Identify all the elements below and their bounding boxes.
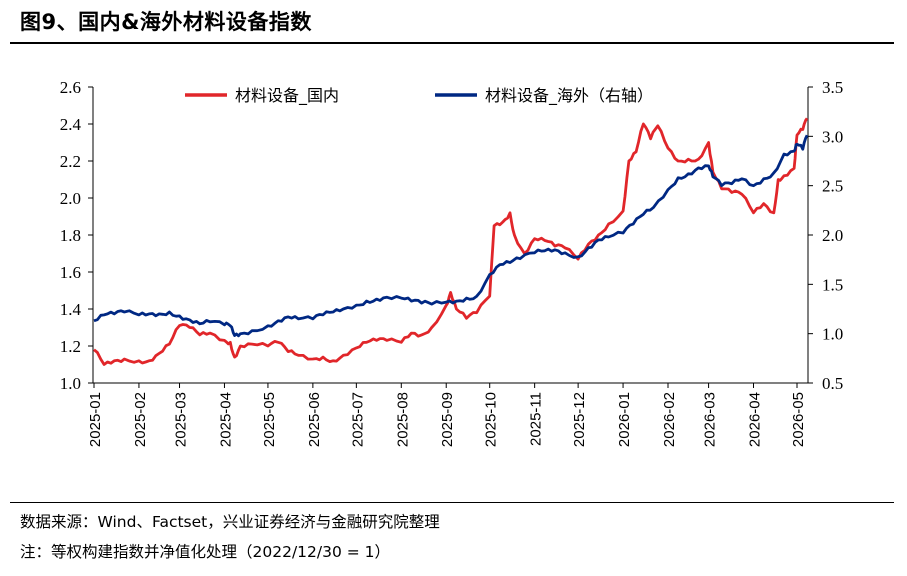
series-line-domestic [93,117,809,366]
footnote: 注：等权构建指数并净值化处理（2022/12/30 = 1） [20,543,391,561]
x-tick-label: 2026-01 [616,392,633,447]
x-tick-label: 2025-12 [571,392,588,447]
y-left-tick-label: 1.6 [60,263,81,282]
x-tick-label: 2025-01 [87,392,104,447]
y-right-tick-label: 3.0 [822,127,843,146]
x-tick-label: 2025-02 [132,392,149,447]
y-right-tick-label: 2.5 [822,177,843,196]
y-right-tick-label: 1.0 [822,325,843,344]
y-left-tick-label: 1.0 [60,374,81,393]
x-tick-label: 2026-04 [747,392,764,447]
x-tick-label: 2025-03 [173,392,190,447]
y-left-tick-label: 1.8 [60,226,81,245]
x-tick-label: 2025-09 [439,392,456,447]
footer-divider [10,502,894,503]
legend-label: 材料设备_国内 [235,86,339,106]
series-line-overseas [93,134,809,338]
source-note: 数据来源：Wind、Factset，兴业证券经济与金融研究院整理 [20,513,440,531]
y-right-tick-label: 3.5 [822,78,843,97]
x-tick-label: 2026-02 [661,392,678,447]
x-tick-label: 2025-05 [261,392,278,447]
x-tick-label: 2025-10 [483,392,500,447]
x-tick-label: 2026-03 [702,392,719,447]
y-left-tick-label: 2.6 [60,78,81,97]
y-left-tick-label: 2.0 [60,189,81,208]
y-right-tick-label: 1.5 [822,275,843,294]
legend-label: 材料设备_海外（右轴） [485,86,653,106]
y-left-tick-label: 1.2 [60,337,81,356]
page-title: 图9、国内&海外材料设备指数 [20,10,312,34]
y-left-tick-label: 2.2 [60,152,81,171]
title-divider [10,42,894,44]
x-tick-label: 2026-05 [790,392,807,447]
y-right-tick-label: 0.5 [822,374,843,393]
x-tick-label: 2025-08 [394,392,411,447]
y-left-tick-label: 2.4 [60,115,82,134]
x-tick-label: 2025-07 [349,392,366,447]
x-tick-label: 2025-11 [528,392,545,446]
x-tick-label: 2025-04 [217,392,234,447]
y-right-tick-label: 2.0 [822,226,843,245]
y-left-tick-label: 1.4 [60,300,82,319]
x-tick-label: 2025-06 [306,392,323,447]
line-chart: 材料设备_国内 材料设备_海外（右轴） 1.0 1.2 1.4 1.6 1.8 2.0 2.2… [60,78,844,447]
